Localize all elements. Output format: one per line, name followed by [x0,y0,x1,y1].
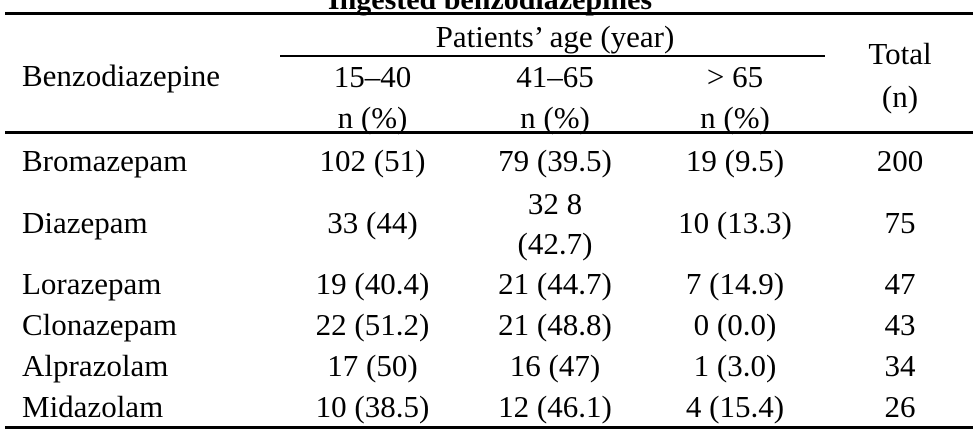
table-cell: 12 (46.1) [498,389,612,424]
table-cell: 19 (40.4) [315,266,430,301]
table-cell: 16 (47) [509,348,601,383]
table-cell: 10 (13.3) [678,205,792,240]
row-name: Clonazepam [22,307,177,342]
age-group-header: Patients’ age (year) [435,19,675,54]
header-rule [5,131,973,134]
stub-header: Benzodiazepine [22,58,220,93]
table-cell: 1 (3.0) [693,348,777,383]
table-cell: 4 (15.4) [685,389,785,424]
table-cell: 7 (14.9) [685,266,785,301]
total-header-line2: (n) [881,79,919,114]
table-cell: 33 (44) [327,205,418,240]
table-cell: 34 [884,348,916,383]
table-cell: 10 (38.5) [315,389,430,424]
table-cell: 21 (44.7) [498,266,612,301]
table-cell: 102 (51) [319,143,426,178]
table-cell: 79 (39.5) [498,143,612,178]
age-group-rule [280,55,825,57]
table-cell: 75 [884,205,916,240]
col-header-unit: n (%) [700,100,770,135]
table-cell: 32 8 [527,186,583,221]
col-header-unit: n (%) [337,100,408,135]
row-name: Lorazepam [22,266,162,301]
row-name: Alprazolam [22,348,169,383]
col-header-unit: n (%) [520,100,590,135]
table-cell: 19 (9.5) [685,143,785,178]
table-cell: 0 (0.0) [693,307,777,342]
table-cell: 21 (48.8) [498,307,612,342]
table-cell: 47 [884,266,916,301]
total-header-line1: Total [868,36,932,71]
table-cell: 43 [884,307,916,342]
table-cell: 17 (50) [327,348,418,383]
table-cell: 22 (51.2) [315,307,430,342]
table-cell: 200 [876,143,924,178]
table-cell: (42.7) [517,226,593,261]
row-name: Midazolam [22,389,164,424]
bottom-rule [5,426,973,429]
row-name: Bromazepam [22,143,188,178]
col-header-range: 41–65 [516,59,594,94]
col-header-range: 15–40 [333,59,412,94]
col-header-range: > 65 [706,59,764,94]
row-name: Diazepam [22,205,148,240]
top-rule [5,12,973,15]
table-cell: 26 [884,389,916,424]
